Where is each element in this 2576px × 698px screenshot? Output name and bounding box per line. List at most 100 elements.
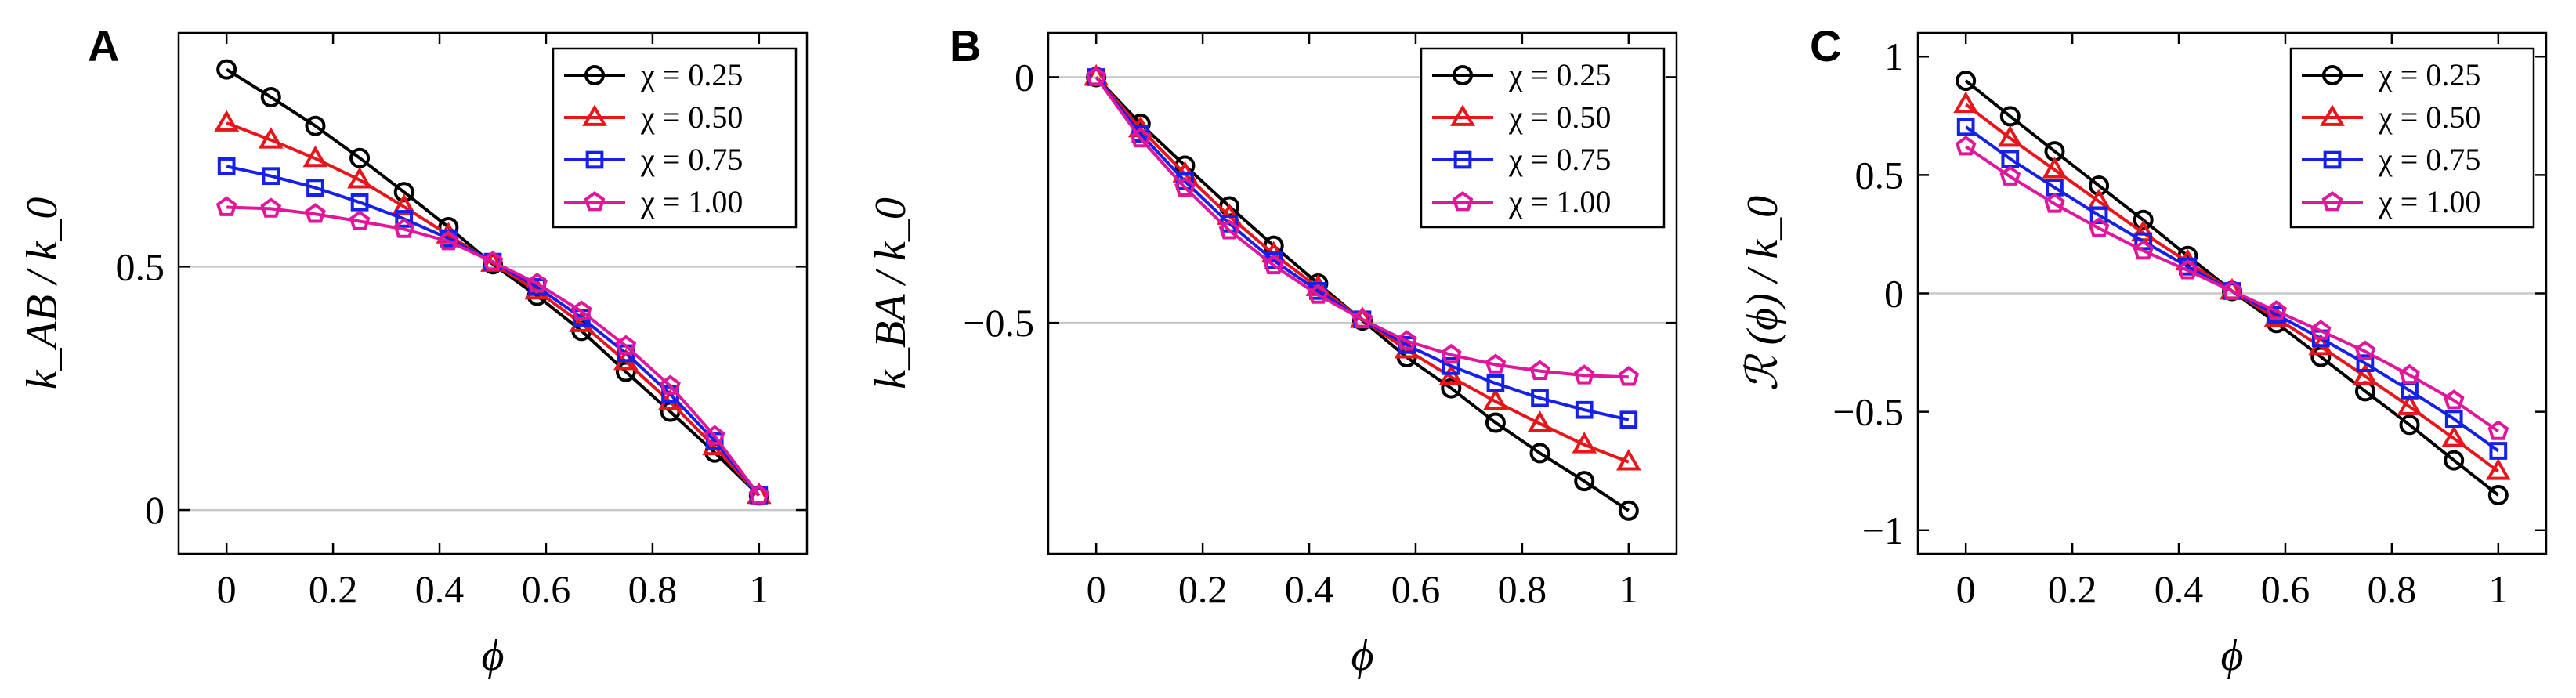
data-point [1441, 378, 1462, 399]
legend-marker [584, 65, 605, 85]
data-point [1573, 364, 1595, 385]
legend-entry-1: χ = 0.50 [1432, 99, 1611, 135]
data-point [2397, 393, 2422, 415]
data-point [214, 110, 240, 132]
legend-label: χ = 0.75 [640, 142, 743, 177]
data-point [302, 145, 328, 168]
data-point [1955, 136, 1977, 156]
legend-entry-0: χ = 0.25 [2302, 57, 2480, 92]
data-point [1442, 356, 1460, 375]
data-point [1485, 412, 1506, 433]
y-tick-label: 0 [145, 488, 165, 532]
data-point [2133, 240, 2155, 260]
data-point [704, 425, 725, 445]
data-point [2134, 232, 2153, 251]
legend-label: χ = 0.25 [2378, 57, 2480, 92]
legend-label: χ = 1.00 [1508, 184, 1611, 219]
x-tick-label: 0 [1087, 567, 1106, 611]
legend-entry-0: χ = 0.25 [564, 57, 743, 92]
legend: χ = 0.25 χ = 0.50 χ = 0.75 χ = 1.00 [1420, 47, 1666, 229]
legend-entry-0: χ = 0.25 [1432, 57, 1611, 92]
y-axis-label: ℛ (ϕ) / k_0 [1738, 196, 1787, 391]
series-line [226, 205, 761, 497]
x-tick-label: 1 [749, 567, 769, 611]
data-point [1575, 400, 1594, 419]
data-point [1438, 363, 1464, 386]
legend-box [2289, 47, 2535, 229]
panel-a: 0 0.2 0.4 0.6 0.8 100.5ϕk_AB / k_0Aχ = 0.25χ … [18, 21, 809, 680]
legend-marker [582, 104, 607, 126]
panel-b: 0 0.2 0.4 0.6 0.8 10−0.5ϕk_BA / k_0Bχ = 0.25χ… [867, 21, 1678, 680]
legend-entry-3: χ = 1.00 [1432, 184, 1611, 219]
legend-marker [2321, 190, 2343, 212]
data-point [1085, 66, 1107, 86]
legend-label: χ = 1.00 [2378, 184, 2480, 219]
data-point [1615, 449, 1641, 471]
legend-entry-1: χ = 0.50 [564, 99, 743, 135]
legend-marker [1453, 150, 1472, 169]
y-tick-label: 0 [1884, 272, 1904, 316]
data-point [1308, 284, 1329, 304]
data-point [2353, 363, 2378, 385]
data-point [2310, 320, 2332, 340]
data-point [2177, 259, 2198, 280]
data-point [2042, 157, 2068, 179]
y-tick-label: 0.5 [116, 244, 165, 288]
data-point [393, 218, 415, 238]
data-point [2485, 458, 2511, 480]
data-point [570, 300, 592, 320]
x-tick-label: 0 [217, 567, 237, 611]
data-point [1218, 219, 1240, 240]
legend-entry-3: χ = 1.00 [2302, 184, 2480, 219]
data-point [2443, 389, 2465, 410]
data-point [2133, 209, 2154, 230]
data-point [258, 127, 284, 149]
x-tick-label: 0.8 [628, 567, 678, 611]
data-point [1529, 443, 1550, 464]
data-point [615, 335, 637, 355]
legend-label: χ = 0.50 [1508, 99, 1611, 135]
data-point [1483, 388, 1508, 410]
data-point [1174, 176, 1196, 197]
data-point [2044, 193, 2065, 213]
panel-label: C [1810, 21, 1841, 71]
data-point [2444, 450, 2465, 471]
data-point [526, 273, 548, 293]
legend-marker [2320, 104, 2345, 126]
y-tick-label: 0.5 [1855, 153, 1905, 197]
data-point [391, 193, 417, 215]
legend-label: χ = 0.75 [1508, 142, 1611, 177]
plot-frame [177, 31, 809, 555]
data-point [2221, 280, 2243, 300]
panel-label: B [950, 21, 981, 71]
legend-label: χ = 0.25 [640, 57, 743, 92]
data-point [216, 59, 237, 80]
data-point [349, 147, 371, 168]
y-tick-label: −0.5 [963, 301, 1034, 345]
data-point [1999, 165, 2021, 186]
legend-entry-3: χ = 1.00 [564, 184, 743, 219]
data-point [1396, 330, 1417, 350]
y-tick-label: −1 [1862, 508, 1904, 552]
data-point [393, 182, 414, 203]
legend-label: χ = 0.50 [640, 99, 743, 135]
y-tick-label: 1 [1884, 34, 1904, 78]
legend-entry-1: χ = 0.50 [2302, 99, 2480, 135]
data-point [2487, 420, 2509, 440]
data-point [1956, 71, 1977, 92]
data-point [2089, 206, 2108, 225]
panel-c: 0 0.2 0.4 0.6 0.8 1 1 0.5 0 −0.5 −1 ϕ ℛ (ϕ) / k_0 Cχ … [1738, 21, 2548, 680]
data-point [1531, 389, 1549, 407]
data-point [438, 230, 459, 251]
x-tick-label: 1 [1619, 567, 1638, 611]
data-point [2354, 340, 2376, 360]
series-3 [215, 196, 770, 505]
x-tick-label: 0.2 [309, 567, 358, 611]
series-3 [1955, 136, 2509, 440]
data-point [1618, 500, 1639, 521]
x-tick-label: 0.4 [1285, 567, 1334, 611]
legend-marker [585, 150, 604, 169]
data-point [1574, 471, 1595, 492]
data-point [2399, 363, 2420, 385]
data-point [349, 210, 371, 230]
